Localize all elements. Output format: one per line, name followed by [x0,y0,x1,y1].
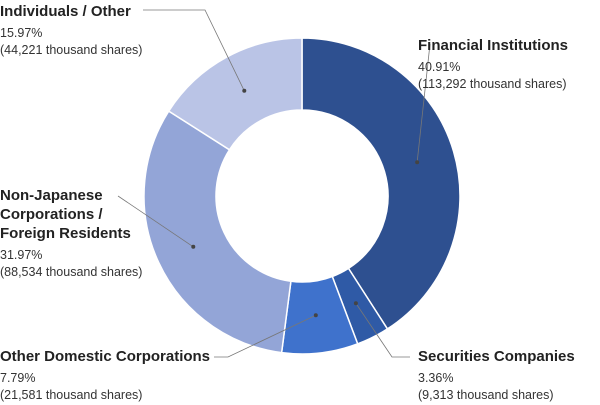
shares-label: (88,534 thousand shares) [0,265,143,279]
leader-dot [415,160,420,165]
label-financial-institutions: Financial Institutions 40.91% (113,292 t… [418,36,568,93]
slice-financial-institutions [301,37,461,330]
shares-label: (113,292 thousand shares) [418,77,567,91]
percent-label: 3.36% [418,371,454,385]
percent-label: 7.79% [0,371,36,385]
label-individuals-other: Individuals / Other 15.97% (44,221 thous… [0,2,142,59]
leader-line [117,195,194,248]
category-label: Securities Companies [418,348,575,365]
leader-dot [242,88,247,93]
shares-label: (44,221 thousand shares) [0,43,143,57]
slice-non-japanese-corporations [143,110,292,354]
leader-dot [191,244,196,249]
category-label-line-1: Non-Japanese [0,187,103,204]
category-label: Individuals / Other [0,3,131,20]
leader-line [355,303,410,358]
category-label: Other Domestic Corporations [0,348,211,365]
category-label-line-3: Foreign Residents [0,225,131,242]
percent-label: 40.91% [418,60,461,74]
percent-label: 31.97% [0,248,43,262]
leader-line [143,9,245,91]
leader-dot [313,313,318,318]
leader-line [214,314,316,358]
shares-label: (9,313 thousand shares) [418,388,554,402]
label-securities-companies: Securities Companies 3.36% (9,313 thousa… [418,347,575,404]
label-other-domestic-corporations: Other Domestic Corporations 7.79% (21,58… [0,347,210,404]
percent-label: 15.97% [0,26,43,40]
leader-line [416,43,431,163]
category-label: Financial Institutions [418,37,569,54]
category-label-line-2: Corporations / [0,206,103,223]
leader-dot [353,301,358,306]
label-non-japanese-corporations: Non-Japanese Corporations / Foreign Resi… [0,186,142,281]
slices-group [143,37,461,355]
slice-individuals-other [167,37,303,151]
leader-lines-group [117,9,431,358]
shares-label: (21,581 thousand shares) [0,388,143,402]
